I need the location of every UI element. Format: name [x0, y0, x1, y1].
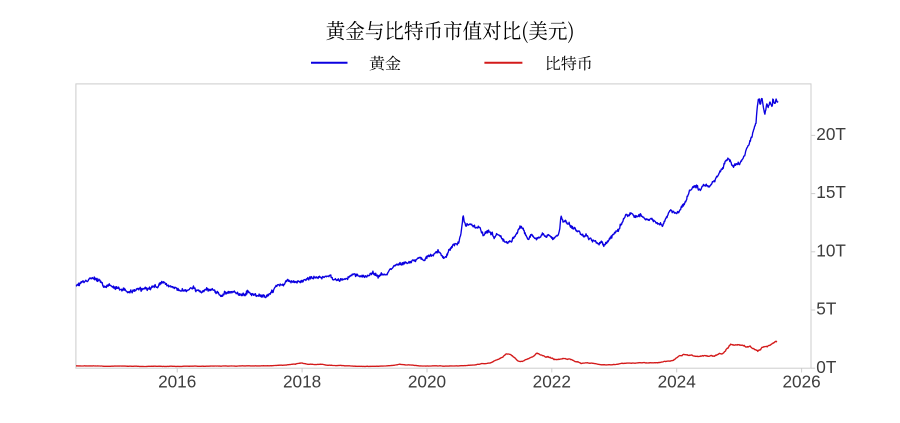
svg-text:2022: 2022 [533, 372, 571, 392]
svg-text:0T: 0T [816, 357, 837, 377]
svg-text:2018: 2018 [283, 372, 321, 392]
svg-text:5T: 5T [816, 299, 837, 319]
svg-text:2020: 2020 [408, 372, 446, 392]
svg-text:2026: 2026 [782, 372, 820, 392]
svg-text:20T: 20T [816, 124, 846, 144]
svg-text:10T: 10T [816, 240, 846, 260]
svg-text:15T: 15T [816, 182, 846, 202]
svg-text:2024: 2024 [658, 372, 697, 392]
svg-text:2016: 2016 [158, 372, 196, 392]
